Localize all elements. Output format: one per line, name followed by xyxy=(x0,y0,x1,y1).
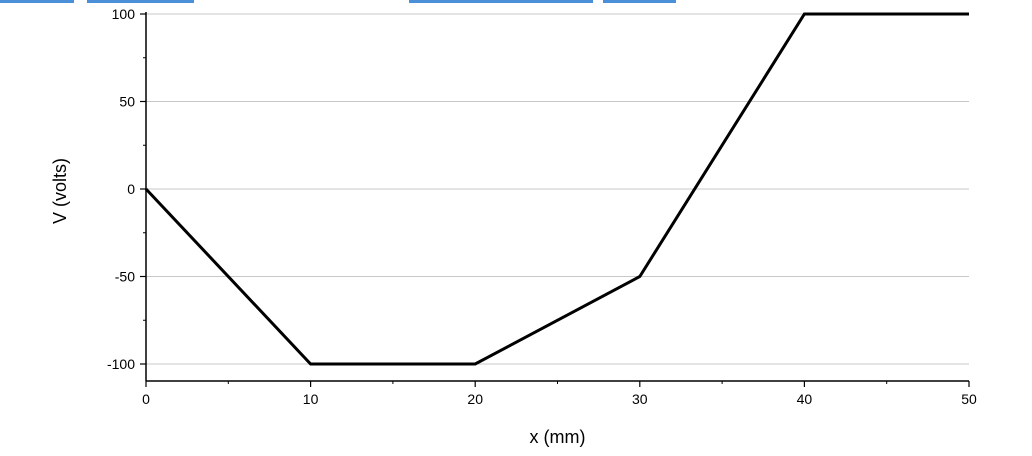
x-axis-title: x (mm) xyxy=(530,427,586,447)
tick-labels: 100 50 0 -50 -100 0 10 20 30 40 50 xyxy=(107,6,977,407)
top-link-fragment xyxy=(409,0,593,3)
x-tick-label: 40 xyxy=(797,391,813,407)
top-link-fragment xyxy=(0,0,74,3)
y-tick-label: 100 xyxy=(112,6,136,22)
x-tick-label: 20 xyxy=(467,391,483,407)
series-line xyxy=(144,12,969,366)
tick-marks xyxy=(140,13,970,387)
x-tick-label: 10 xyxy=(303,391,319,407)
grid-lines xyxy=(146,13,969,365)
y-tick-label: 50 xyxy=(119,94,135,110)
y-tick-label: -100 xyxy=(107,356,135,372)
x-tick-label: 0 xyxy=(142,391,150,407)
series-lines xyxy=(144,12,970,366)
x-tick-label: 50 xyxy=(961,391,977,407)
x-tick-label: 30 xyxy=(632,391,648,407)
y-tick-label: 0 xyxy=(127,181,135,197)
top-link-fragment xyxy=(87,0,194,3)
top-link-fragment xyxy=(603,0,676,3)
y-axis-title: V (volts) xyxy=(50,158,70,224)
axes xyxy=(145,12,969,382)
y-tick-label: -50 xyxy=(115,269,135,285)
